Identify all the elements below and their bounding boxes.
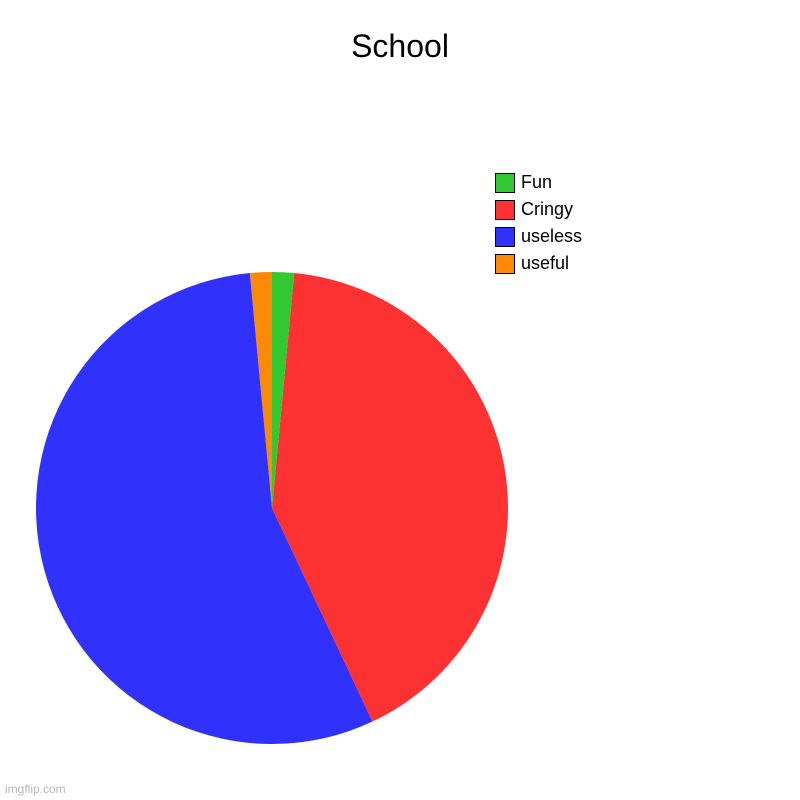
pie-chart: [0, 0, 800, 800]
legend-label: useful: [521, 253, 569, 274]
legend-swatch: [495, 254, 515, 274]
legend-item-useful: useful: [495, 253, 582, 274]
legend-item-fun: Fun: [495, 172, 582, 193]
legend-swatch: [495, 200, 515, 220]
legend-item-cringy: Cringy: [495, 199, 582, 220]
legend-label: useless: [521, 226, 582, 247]
legend-swatch: [495, 227, 515, 247]
legend: Fun Cringy useless useful: [495, 172, 582, 280]
legend-swatch: [495, 173, 515, 193]
watermark: imgflip.com: [5, 782, 66, 796]
legend-item-useless: useless: [495, 226, 582, 247]
legend-label: Fun: [521, 172, 552, 193]
legend-label: Cringy: [521, 199, 573, 220]
